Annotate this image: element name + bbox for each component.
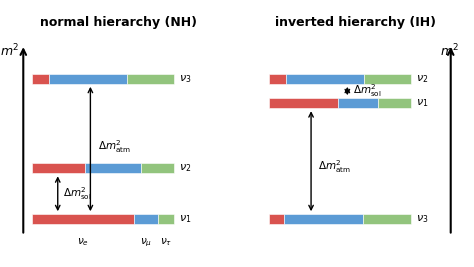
- Text: $\nu_\tau$: $\nu_\tau$: [160, 237, 172, 248]
- Text: $\Delta m^2_{\rm sol}$: $\Delta m^2_{\rm sol}$: [63, 185, 92, 202]
- Bar: [127, 74, 174, 84]
- Bar: [269, 98, 338, 108]
- Bar: [158, 214, 174, 224]
- Text: $m^2$: $m^2$: [440, 42, 460, 59]
- Title: inverted hierarchy (IH): inverted hierarchy (IH): [275, 17, 436, 29]
- Bar: [32, 163, 85, 174]
- Bar: [134, 214, 158, 224]
- Text: $\nu_2$: $\nu_2$: [179, 162, 191, 174]
- Bar: [85, 163, 141, 174]
- Bar: [49, 74, 127, 84]
- Title: normal hierarchy (NH): normal hierarchy (NH): [40, 17, 197, 29]
- Bar: [286, 74, 364, 84]
- Bar: [141, 163, 174, 174]
- Bar: [363, 214, 411, 224]
- Text: $\Delta m^2_{\rm atm}$: $\Delta m^2_{\rm atm}$: [98, 138, 130, 155]
- Text: $\nu_3$: $\nu_3$: [416, 213, 428, 225]
- Text: $\Delta m^2_{\rm sol}$: $\Delta m^2_{\rm sol}$: [353, 83, 382, 99]
- Text: $\nu_1$: $\nu_1$: [179, 213, 191, 225]
- Bar: [32, 74, 49, 84]
- Text: $\nu_1$: $\nu_1$: [416, 97, 428, 109]
- Bar: [32, 214, 134, 224]
- Text: $\nu_2$: $\nu_2$: [416, 73, 428, 85]
- Text: $\Delta m^2_{\rm atm}$: $\Delta m^2_{\rm atm}$: [319, 158, 351, 175]
- Bar: [378, 98, 411, 108]
- Text: $m^2$: $m^2$: [0, 42, 19, 59]
- Bar: [269, 214, 284, 224]
- Bar: [364, 74, 411, 84]
- Bar: [284, 214, 363, 224]
- Bar: [269, 74, 286, 84]
- Text: $\nu_\mu$: $\nu_\mu$: [140, 237, 152, 249]
- Text: $\nu_e$: $\nu_e$: [77, 237, 89, 248]
- Text: $\nu_3$: $\nu_3$: [179, 73, 191, 85]
- Bar: [338, 98, 378, 108]
